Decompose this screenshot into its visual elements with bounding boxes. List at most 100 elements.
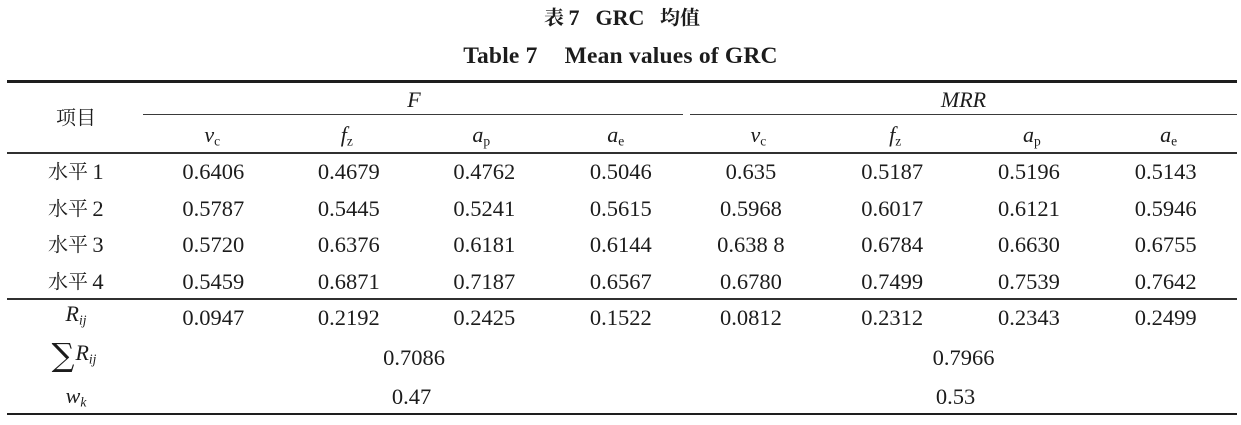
sum-value-mrr: 0.7966 xyxy=(932,345,995,371)
level-number: 4 xyxy=(92,268,104,294)
w-value-mrr: 0.53 xyxy=(935,383,976,409)
row-label-wk: wk xyxy=(7,376,145,413)
value-w-mrr: 0.53 xyxy=(690,376,1237,413)
value-w-f: 0.47 xyxy=(145,376,683,413)
header-subcol-2: ap xyxy=(414,115,549,154)
value-level1-col4: 0.635 xyxy=(690,153,827,190)
value-level2-col1: 0.5445 xyxy=(280,190,415,227)
value-cell: 0.5720 xyxy=(182,232,245,257)
value-level1-col7: 0.5143 xyxy=(1100,153,1237,190)
value-cell: 0.6630 xyxy=(997,232,1060,257)
rule-bottom xyxy=(7,412,1237,416)
value-cell: 0.7187 xyxy=(453,268,516,294)
value-level4-col0: 0.5459 xyxy=(145,263,280,300)
value-rij-col4: 0.0812 xyxy=(690,299,827,336)
sum-value-f: 0.7086 xyxy=(383,345,445,371)
value-level4-col6: 0.7539 xyxy=(964,263,1101,300)
value-sum-mrr: 0.7966 xyxy=(690,336,1237,376)
title-en-label: Table 7 xyxy=(463,43,538,69)
value-cell: 0.5459 xyxy=(182,268,245,294)
group-label-mrr: MRR xyxy=(940,86,987,112)
value-cell: 0.6144 xyxy=(589,232,652,257)
value-rij-col6: 0.2343 xyxy=(964,299,1101,336)
rule-header-bottom xyxy=(7,152,1237,154)
value-rij-col7: 0.2499 xyxy=(1100,299,1237,336)
sigma-symbol: ∑ xyxy=(51,335,75,374)
value-cell: 0.2192 xyxy=(317,304,380,330)
value-cell: 0.5445 xyxy=(317,195,380,221)
value-cell: 0.5946 xyxy=(1134,195,1197,221)
value-level3-col2: 0.6181 xyxy=(414,226,549,263)
value-level1-col5: 0.5187 xyxy=(827,153,964,190)
title-en-text: Mean values of GRC xyxy=(564,43,778,69)
header-subcol-1: fz xyxy=(280,115,415,154)
value-cell: 0.2499 xyxy=(1134,304,1197,330)
value-level3-col5: 0.6784 xyxy=(827,226,964,263)
value-cell: 0.4762 xyxy=(453,159,516,184)
value-level2-col7: 0.5946 xyxy=(1100,190,1237,227)
value-cell: 0.4679 xyxy=(317,159,380,184)
value-cell: 0.6871 xyxy=(317,268,380,294)
header-subcol-6: ap xyxy=(964,115,1101,154)
row-label-sum-rij: ∑Rij xyxy=(7,336,145,376)
value-cell: 0.5615 xyxy=(589,195,652,221)
value-level1-col3: 0.5046 xyxy=(549,153,684,190)
value-level1-col1: 0.4679 xyxy=(280,153,415,190)
value-level2-col2: 0.5241 xyxy=(414,190,549,227)
value-level2-col3: 0.5615 xyxy=(549,190,684,227)
value-level1-col2: 0.4762 xyxy=(414,153,549,190)
sum-rij-label: ∑Rij xyxy=(51,335,97,374)
rule-under-f xyxy=(143,114,683,116)
value-rij-col3: 0.1522 xyxy=(549,299,684,336)
value-cell: 0.5968 xyxy=(719,195,782,221)
value-level4-col1: 0.6871 xyxy=(280,263,415,300)
level-number: 3 xyxy=(92,232,104,257)
level-label xyxy=(48,234,88,256)
value-cell: 0.2343 xyxy=(997,304,1060,330)
value-cell: 0.6567 xyxy=(589,268,652,294)
value-level4-col7: 0.7642 xyxy=(1100,263,1237,300)
value-cell: 0.5046 xyxy=(589,159,652,184)
value-level3-col6: 0.6630 xyxy=(964,226,1101,263)
title-zh-suffix xyxy=(660,5,701,30)
value-rij-col5: 0.2312 xyxy=(827,299,964,336)
row-label-level-4: 4 xyxy=(7,263,145,300)
group-label-f: F xyxy=(407,86,421,112)
header-subcol-4: vc xyxy=(690,115,827,154)
level-label xyxy=(48,271,88,293)
w-value-f: 0.47 xyxy=(391,383,432,409)
value-level3-col1: 0.6376 xyxy=(280,226,415,263)
value-cell: 0.0812 xyxy=(719,304,782,330)
value-cell: 0.7539 xyxy=(997,268,1060,294)
title-zh-number: 7 xyxy=(568,5,580,30)
row-label-level-2: 2 xyxy=(7,190,145,227)
value-cell: 0.635 xyxy=(725,159,777,184)
subcol-label: ae xyxy=(1160,121,1178,149)
header-subcol-0: vc xyxy=(145,115,280,154)
value-level1-col0: 0.6406 xyxy=(145,153,280,190)
value-cell: 0.5143 xyxy=(1134,159,1197,184)
value-cell: 0.6755 xyxy=(1134,232,1197,257)
rule-above-rij xyxy=(7,298,1237,300)
value-rij-col1: 0.2192 xyxy=(280,299,415,336)
value-cell: 0.6406 xyxy=(182,159,245,184)
value-sum-f: 0.7086 xyxy=(145,336,683,376)
value-cell: 0.6017 xyxy=(861,195,924,221)
value-cell: 0.6181 xyxy=(453,232,516,257)
value-cell: 0.5187 xyxy=(861,159,924,184)
value-level3-col3: 0.6144 xyxy=(549,226,684,263)
value-rij-col0: 0.0947 xyxy=(145,299,280,336)
value-level3-col4: 0.638 8 xyxy=(690,226,827,263)
row-label-rij: Rij xyxy=(7,299,145,336)
value-level4-col4: 0.6780 xyxy=(690,263,827,300)
level-number: 2 xyxy=(92,195,104,221)
value-cell: 0.6121 xyxy=(997,195,1060,221)
title-zh-prefix xyxy=(544,5,564,30)
value-level4-col5: 0.7499 xyxy=(827,263,964,300)
row-label-level-1: 1 xyxy=(7,153,145,190)
header-group-mrr: MRR xyxy=(690,82,1237,115)
header-item xyxy=(7,82,145,154)
subcol-label: fz xyxy=(340,121,353,149)
value-cell: 0.5196 xyxy=(997,159,1060,184)
